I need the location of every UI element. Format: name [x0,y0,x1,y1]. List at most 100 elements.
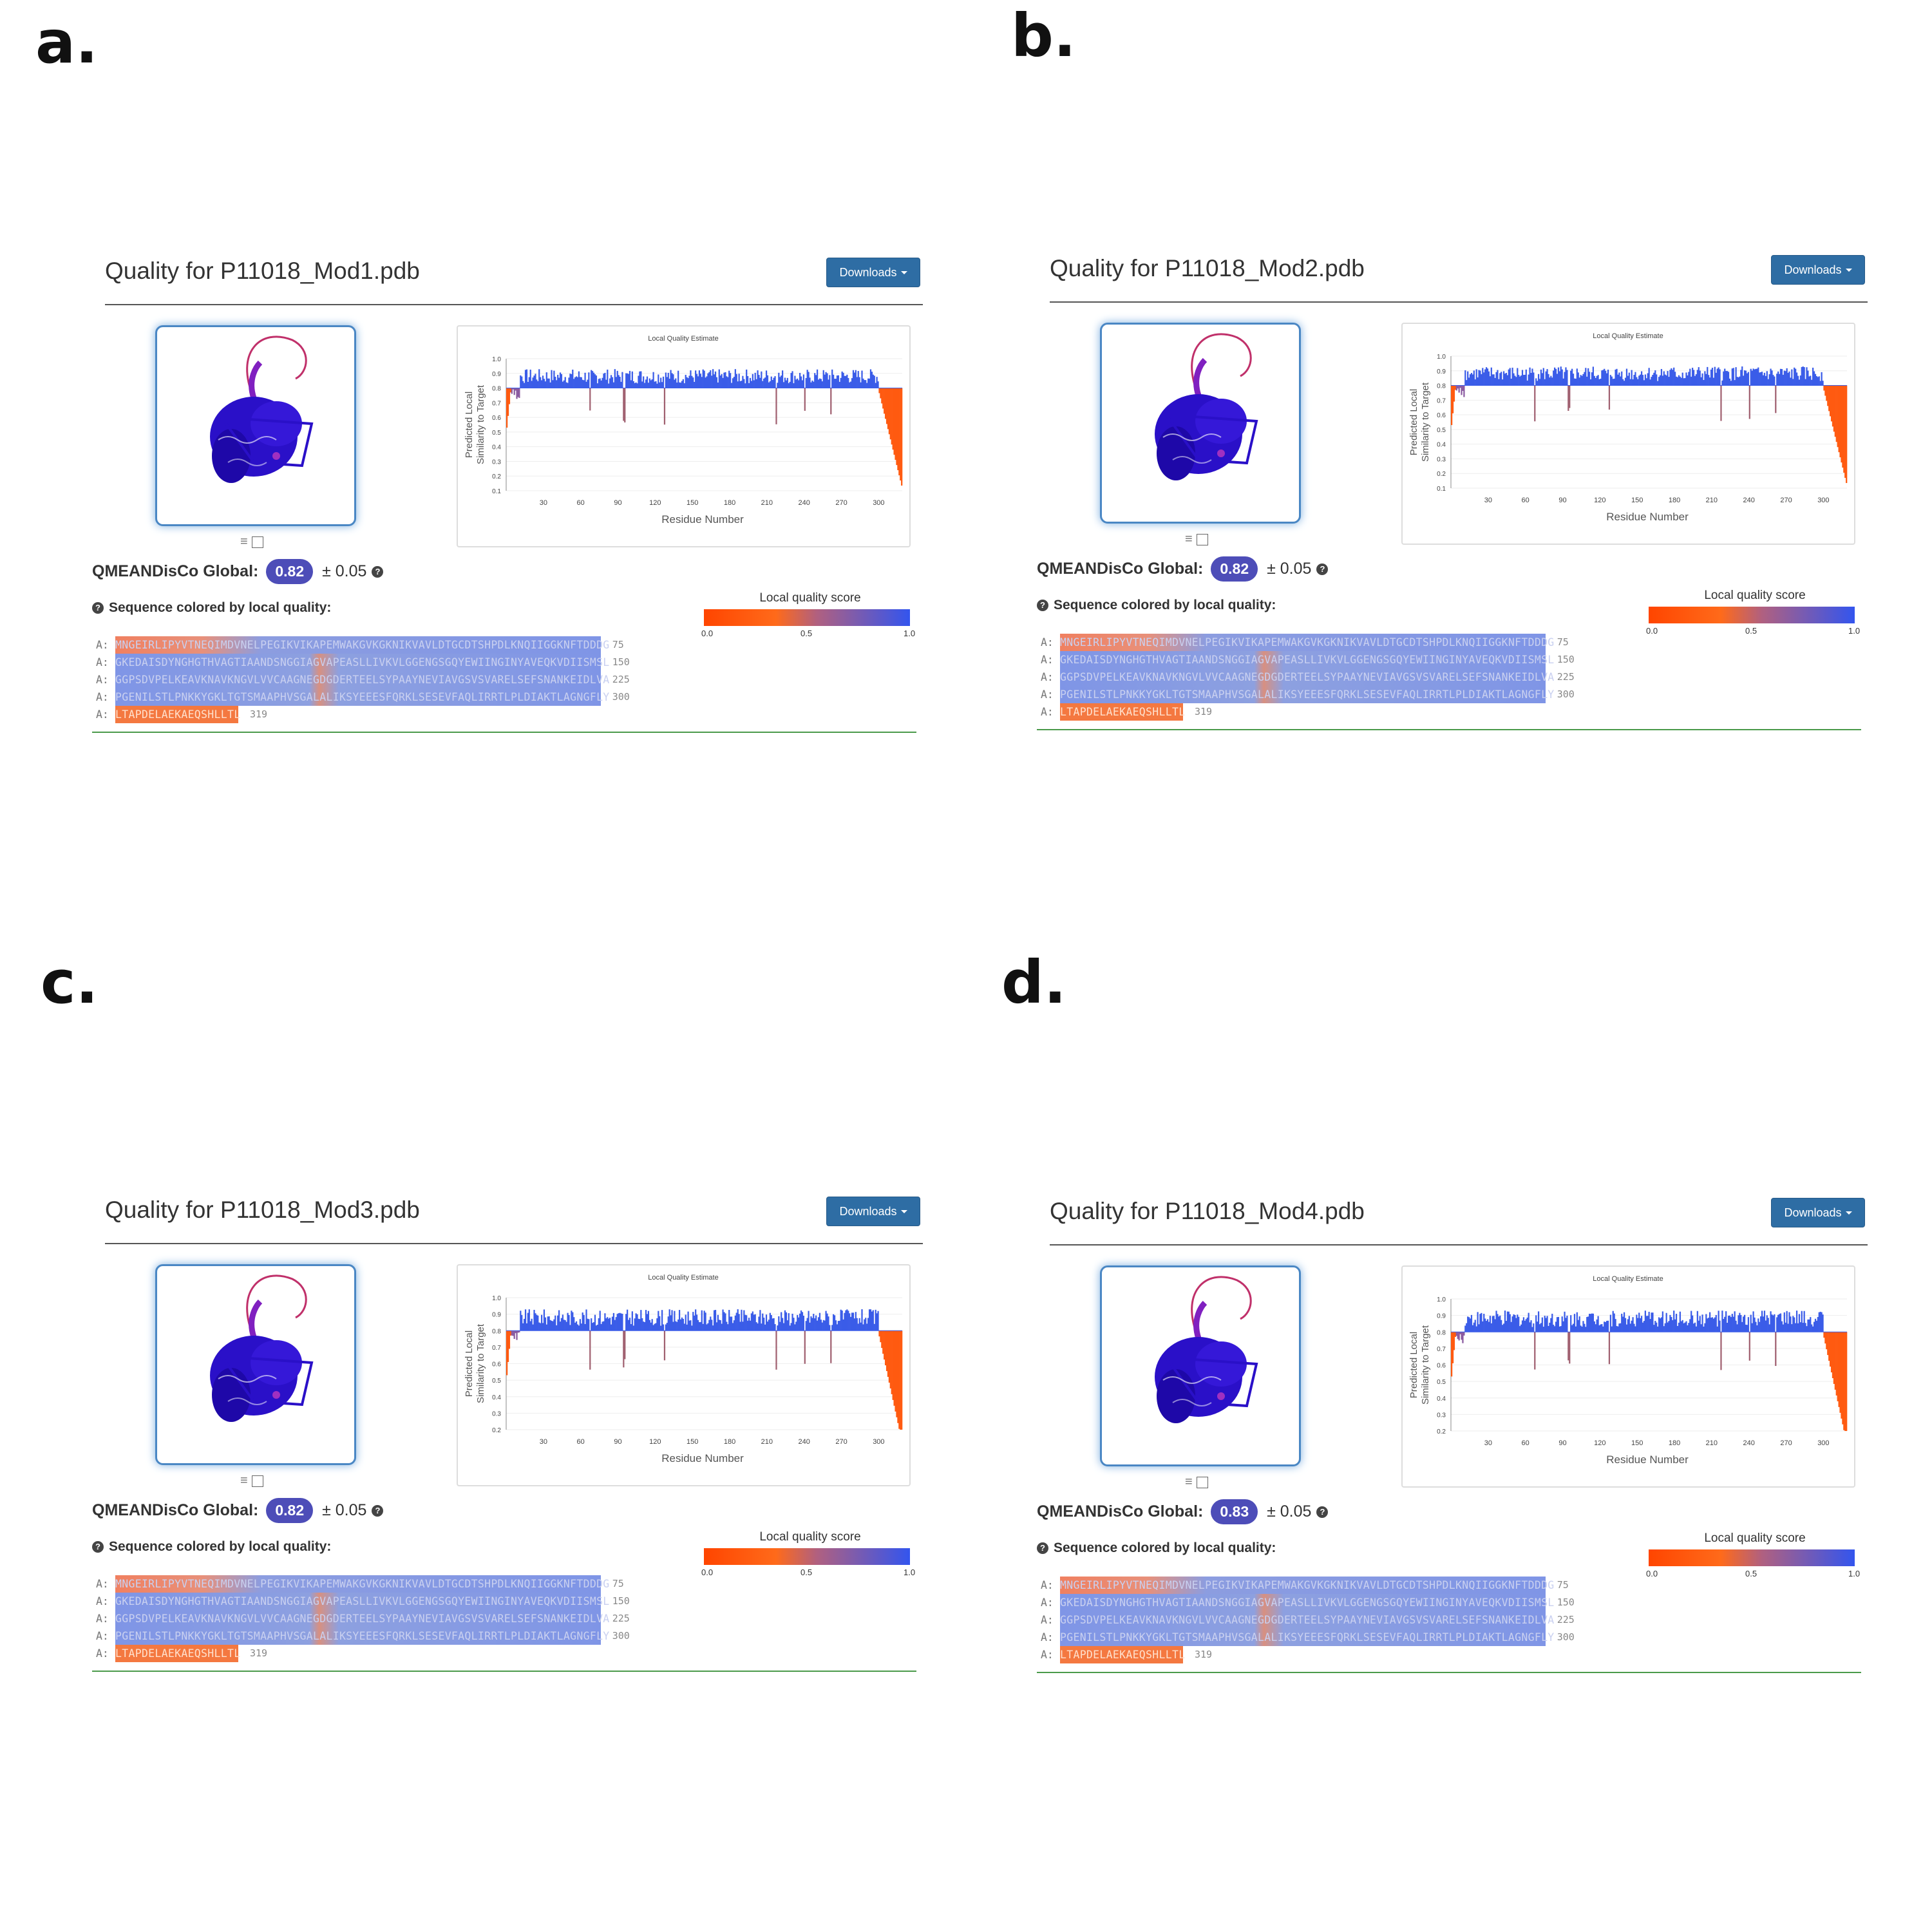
downloads-button[interactable]: Downloads [826,1197,920,1226]
quality-bar [1711,1317,1714,1332]
quality-bar [671,373,673,388]
quality-bar [529,1321,531,1331]
x-tick-label: 270 [1780,1439,1792,1447]
quality-bar [661,382,663,388]
structure-viewer[interactable] [1100,323,1301,524]
quality-bar [607,1317,609,1331]
question-circle-icon[interactable]: ? [92,602,104,614]
quality-bar [715,1322,718,1331]
quality-bar [816,1320,819,1331]
quality-bar [1743,370,1746,386]
quality-bar [875,383,876,388]
quality-bar [572,1312,574,1331]
global-score-label: QMEANDisCo Global: [1037,1502,1204,1520]
layers-icon[interactable]: ≡ [1185,1475,1193,1489]
quality-bar [1576,1312,1578,1332]
sequence-line: A: GGPSDVPELKEAVKNAVKNGVLVVCAAGNEGDGDERT… [96,1610,630,1627]
quality-bar [1658,1317,1660,1332]
question-circle-icon[interactable]: ? [92,1541,104,1553]
quality-bar [712,369,714,388]
quality-bar [599,378,601,388]
quality-bar [688,1320,690,1331]
quality-bar [527,1312,529,1331]
structure-viewer[interactable] [155,325,356,526]
quality-bar [1704,1323,1706,1332]
question-circle-icon[interactable]: ? [1037,600,1048,611]
layers-icon[interactable]: ≡ [240,535,248,549]
quality-bar [1776,1317,1778,1332]
quality-bar [755,1322,757,1331]
downloads-button[interactable]: Downloads [1771,1198,1865,1227]
sequence-end-number: 300 [1557,1631,1575,1643]
question-circle-icon[interactable]: ? [372,565,384,578]
quality-bar [1659,1318,1662,1332]
quality-bar [1580,1325,1582,1332]
quality-bar [1674,1319,1676,1332]
quality-bar [762,1313,764,1331]
quality-bar [576,1324,579,1331]
quality-bar [878,388,880,393]
quality-bar [1675,1314,1678,1332]
quality-bar [1645,378,1647,386]
x-tick-label: 180 [1669,1439,1680,1447]
quality-bar [1454,1332,1457,1337]
quality-bar [547,378,549,388]
quality-bar [656,1318,658,1331]
quality-bar [1486,368,1489,386]
display-checkbox[interactable] [251,536,263,548]
quality-bar [871,1311,873,1331]
quality-bar [1716,368,1718,386]
quality-bar [722,377,724,388]
structure-viewer[interactable] [1100,1265,1301,1466]
quality-bar [708,1320,710,1331]
y-axis-label: Predicted Local [464,392,475,458]
quality-bar [1585,368,1587,386]
question-circle-icon[interactable]: ? [1316,563,1329,575]
display-checkbox[interactable] [1196,1476,1208,1488]
quality-bar [531,381,533,388]
quality-bar [580,377,582,388]
quality-bar [551,370,553,388]
quality-bar [1718,1311,1719,1332]
quality-bar [571,374,573,388]
sequence-line: A: MNGEIRLIPYVTNEQIMDVNELPEGIKVIKAPEMWAK… [96,1575,630,1593]
layers-icon[interactable]: ≡ [240,1473,248,1488]
quality-bar [714,371,717,388]
quality-bar [1479,1314,1481,1332]
quality-bar [1628,1316,1630,1332]
layers-icon[interactable]: ≡ [1185,532,1193,546]
quality-bar [508,1331,511,1349]
quality-bar [547,1316,549,1331]
downloads-button[interactable]: Downloads [1771,255,1865,285]
quality-bar [1790,1316,1792,1332]
quality-bar [660,1325,662,1331]
x-tick-label: 300 [873,1438,884,1446]
question-circle-icon[interactable]: ? [1037,1542,1048,1554]
quality-bar [1844,385,1846,478]
question-circle-icon[interactable]: ? [1316,1506,1329,1518]
quality-bar [578,1325,580,1331]
quality-bar [768,1320,770,1331]
quality-bar [837,375,839,388]
sequence-line: A: PGENILSTLPNKKYGKLTGTSMAAPHVSGALALIKSY… [1041,1629,1575,1646]
quality-bar [526,369,528,388]
question-circle-icon[interactable]: ? [372,1504,384,1517]
quality-bar [520,1311,522,1331]
downloads-button[interactable]: Downloads [826,258,920,287]
quality-bar [1569,385,1571,408]
quality-bar [1768,1324,1770,1332]
x-tick-label: 120 [1594,497,1605,504]
legend-tick: 0.5 [1745,1569,1757,1578]
display-checkbox[interactable] [251,1475,263,1487]
quality-bar [1459,385,1461,388]
display-checkbox[interactable] [1196,533,1208,545]
quality-bar [559,1321,562,1331]
structure-viewer[interactable] [155,1264,356,1465]
quality-bar [1478,370,1480,386]
quality-bar [1637,379,1639,386]
quality-bar [1714,366,1716,386]
quality-bar [1786,1311,1788,1332]
quality-bar [1553,1324,1555,1332]
quality-bar [1596,375,1598,386]
quality-bar [1461,1332,1463,1340]
